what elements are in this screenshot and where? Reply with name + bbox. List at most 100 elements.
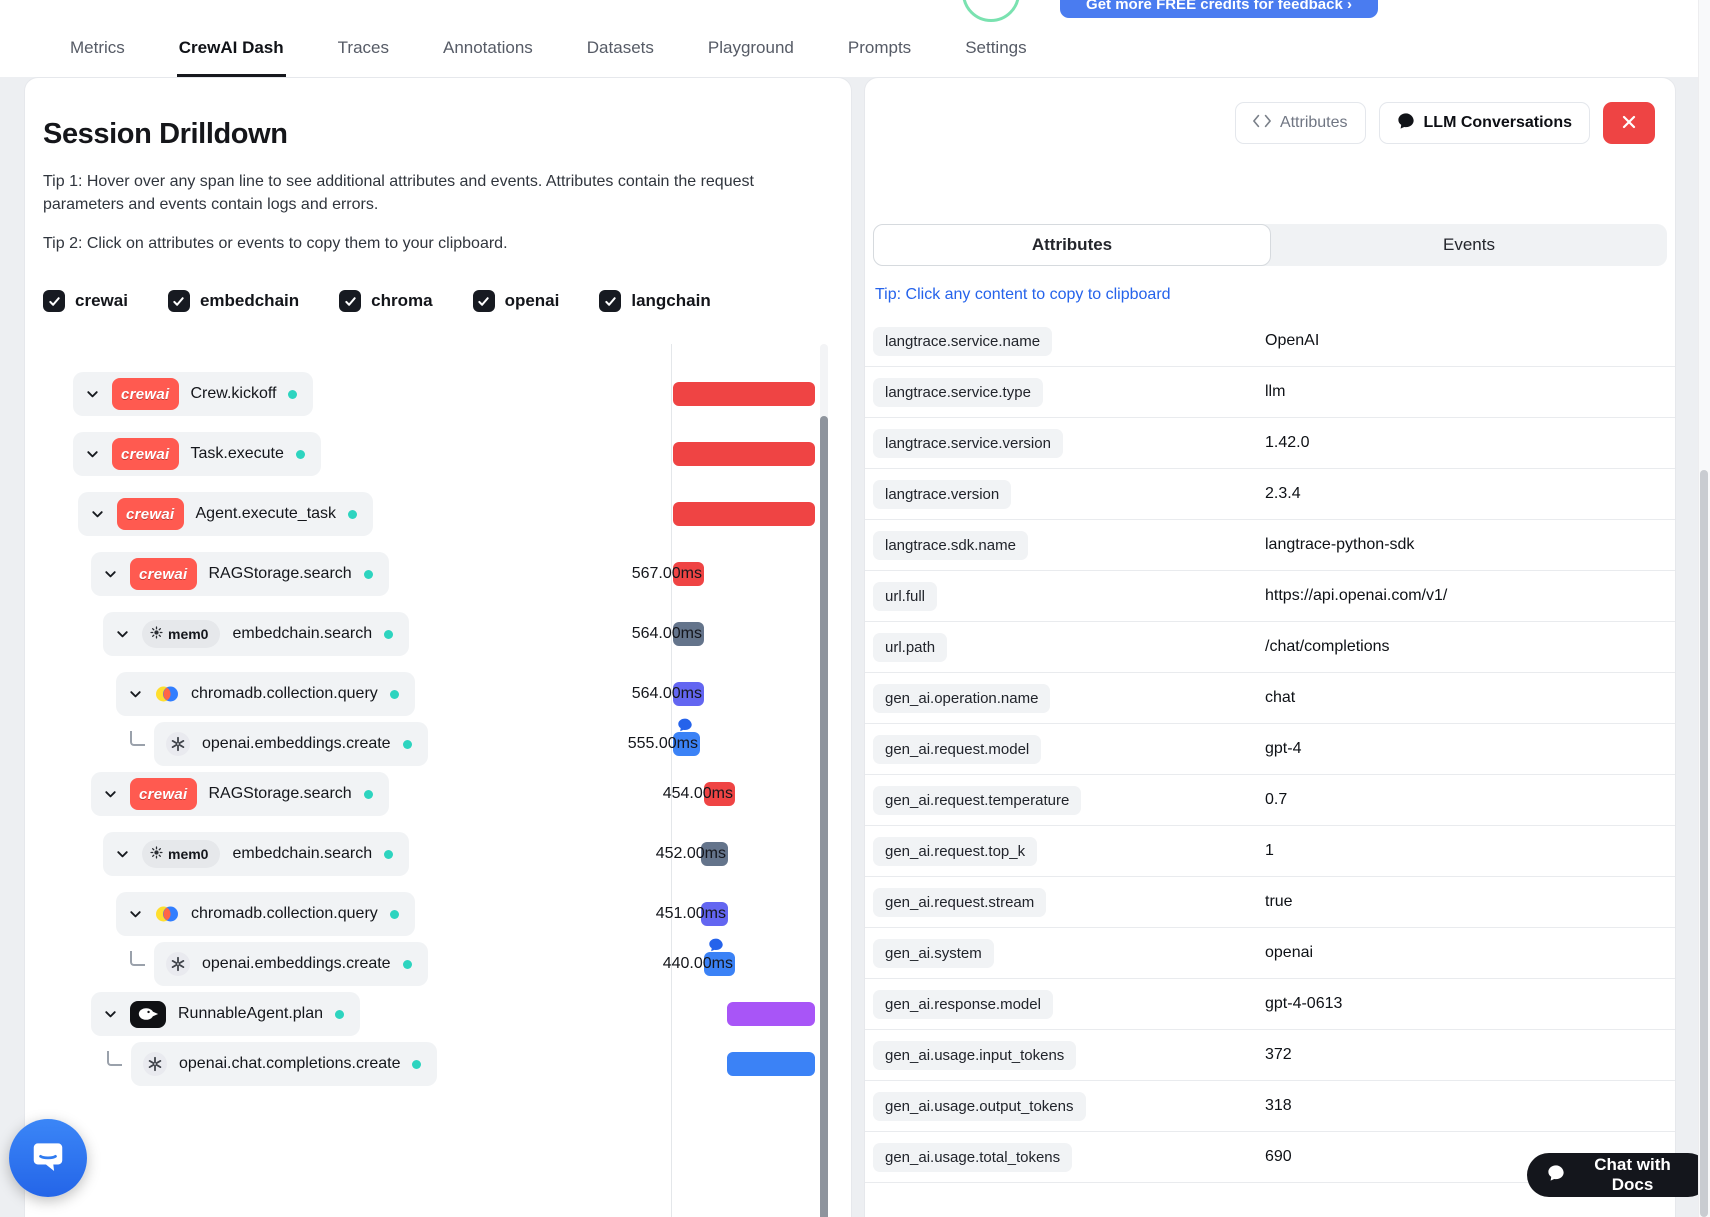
tree-scrollbar-thumb[interactable]: [820, 416, 828, 1217]
free-credits-button[interactable]: Get more FREE credits for feedback ›: [1060, 0, 1378, 18]
attribute-key[interactable]: langtrace.service.type: [873, 377, 1043, 407]
span-row[interactable]: openai.embeddings.create 440.00ms: [25, 938, 851, 987]
chevron-down-icon[interactable]: [115, 847, 130, 862]
chevron-down-icon[interactable]: [90, 507, 105, 522]
attribute-value[interactable]: langtrace-python-sdk: [1265, 536, 1415, 553]
window-scrollbar-thumb[interactable]: [1700, 470, 1708, 1217]
attribute-key[interactable]: gen_ai.usage.input_tokens: [873, 1040, 1077, 1070]
tab-events[interactable]: Events: [1443, 235, 1495, 254]
attribute-key[interactable]: gen_ai.usage.total_tokens: [873, 1142, 1073, 1172]
span-duration-bar[interactable]: [704, 782, 735, 807]
span-duration-bar[interactable]: [701, 902, 728, 927]
chevron-down-icon[interactable]: [103, 787, 118, 802]
span-row[interactable]: crewai RAGStorage.search 454.00ms: [25, 772, 851, 817]
span-duration-bar[interactable]: [673, 502, 815, 527]
chevron-down-icon[interactable]: [103, 567, 118, 582]
attribute-key[interactable]: url.path: [873, 632, 948, 662]
span-row[interactable]: chromadb.collection.query 564.00ms: [25, 672, 851, 717]
tab-crewai-dash[interactable]: CrewAI Dash: [176, 38, 286, 77]
span-duration-bar[interactable]: [727, 1002, 815, 1027]
attribute-value[interactable]: 0.7: [1265, 791, 1288, 808]
span-row[interactable]: crewai Crew.kickoff: [25, 372, 851, 417]
chevron-down-icon[interactable]: [128, 907, 143, 922]
span-duration-bar[interactable]: [673, 622, 704, 647]
attribute-value[interactable]: gpt-4: [1265, 740, 1302, 757]
close-button[interactable]: [1603, 102, 1655, 144]
filter-embedchain[interactable]: embedchain: [167, 290, 299, 313]
span-pill[interactable]: mem0 embedchain.search: [103, 612, 410, 657]
attribute-key[interactable]: gen_ai.request.stream: [873, 887, 1047, 917]
attribute-value[interactable]: llm: [1265, 383, 1286, 400]
span-row[interactable]: openai.embeddings.create 555.00ms: [25, 718, 851, 767]
span-pill[interactable]: openai.embeddings.create: [154, 722, 428, 767]
tab-prompts[interactable]: Prompts: [847, 38, 912, 57]
span-duration-bar[interactable]: [673, 562, 704, 587]
attribute-value[interactable]: 318: [1265, 1097, 1292, 1114]
span-duration-bar[interactable]: [673, 682, 704, 707]
span-pill[interactable]: crewai RAGStorage.search: [91, 552, 389, 597]
attribute-key[interactable]: langtrace.sdk.name: [873, 530, 1028, 560]
attribute-value[interactable]: 690: [1265, 1148, 1292, 1165]
span-duration-bar[interactable]: [727, 1052, 815, 1077]
filter-openai[interactable]: openai: [472, 290, 559, 313]
chat-widget-launcher[interactable]: [9, 1119, 87, 1197]
span-pill[interactable]: mem0 embedchain.search: [103, 832, 410, 877]
span-row[interactable]: crewai Task.execute: [25, 432, 851, 477]
attribute-value[interactable]: /chat/completions: [1265, 638, 1390, 655]
span-pill[interactable]: RunnableAgent.plan: [91, 992, 361, 1037]
tab-attributes[interactable]: Attributes: [873, 224, 1271, 266]
attribute-value[interactable]: 1: [1265, 842, 1274, 859]
checkbox-langchain[interactable]: [599, 290, 622, 313]
filter-crewai[interactable]: crewai: [43, 290, 128, 313]
checkbox-crewai[interactable]: [43, 290, 65, 313]
attribute-value[interactable]: gpt-4-0613: [1265, 995, 1343, 1012]
attribute-key[interactable]: gen_ai.request.top_k: [873, 836, 1038, 866]
checkbox-embedchain[interactable]: [167, 290, 190, 313]
span-row[interactable]: openai.chat.completions.create: [25, 1042, 851, 1087]
attribute-key[interactable]: langtrace.version: [873, 479, 1012, 509]
span-row[interactable]: mem0 embedchain.search 564.00ms: [25, 612, 851, 657]
chat-with-docs-button[interactable]: Chat with Docs: [1527, 1153, 1710, 1197]
span-pill[interactable]: crewai RAGStorage.search: [91, 772, 389, 817]
span-duration-bar[interactable]: [673, 382, 815, 407]
tab-settings[interactable]: Settings: [965, 38, 1027, 57]
span-pill[interactable]: chromadb.collection.query: [116, 672, 415, 717]
checkbox-openai[interactable]: [472, 290, 495, 313]
attribute-value[interactable]: true: [1265, 893, 1293, 910]
span-pill[interactable]: crewai Agent.execute_task: [78, 492, 374, 537]
attribute-key[interactable]: gen_ai.usage.output_tokens: [873, 1091, 1086, 1121]
span-duration-bar[interactable]: [704, 952, 735, 977]
tab-annotations[interactable]: Annotations: [442, 38, 533, 57]
span-row[interactable]: crewai RAGStorage.search 567.00ms: [25, 552, 851, 597]
attribute-key[interactable]: gen_ai.operation.name: [873, 683, 1051, 713]
attribute-key[interactable]: gen_ai.response.model: [873, 989, 1053, 1019]
span-duration-bar[interactable]: [673, 732, 700, 757]
attributes-button[interactable]: Attributes: [1234, 102, 1366, 144]
span-pill[interactable]: openai.chat.completions.create: [131, 1042, 438, 1087]
chevron-down-icon[interactable]: [128, 687, 143, 702]
tab-datasets[interactable]: Datasets: [586, 38, 654, 57]
attribute-key[interactable]: gen_ai.system: [873, 938, 994, 968]
tab-playground[interactable]: Playground: [707, 38, 794, 57]
chevron-down-icon[interactable]: [103, 1007, 118, 1022]
chevron-down-icon[interactable]: [85, 387, 100, 402]
attribute-value[interactable]: 2.3.4: [1265, 485, 1301, 502]
filter-langchain[interactable]: langchain: [599, 290, 711, 313]
attribute-key[interactable]: gen_ai.request.model: [873, 734, 1042, 764]
llm-conversations-button[interactable]: LLM Conversations: [1378, 102, 1590, 144]
attribute-value[interactable]: 1.42.0: [1265, 434, 1310, 451]
filter-chroma[interactable]: chroma: [339, 290, 433, 313]
attribute-key[interactable]: langtrace.service.version: [873, 428, 1063, 458]
span-row[interactable]: crewai Agent.execute_task: [25, 492, 851, 537]
span-duration-bar[interactable]: [673, 442, 815, 467]
attribute-value[interactable]: openai: [1265, 944, 1314, 961]
attribute-key[interactable]: url.full: [873, 581, 938, 611]
attribute-value[interactable]: 372: [1265, 1046, 1292, 1063]
checkbox-chroma[interactable]: [339, 290, 362, 313]
span-duration-bar[interactable]: [701, 842, 728, 867]
span-pill[interactable]: crewai Crew.kickoff: [73, 372, 314, 417]
chevron-down-icon[interactable]: [85, 447, 100, 462]
attribute-value[interactable]: OpenAI: [1265, 332, 1320, 349]
span-pill[interactable]: crewai Task.execute: [73, 432, 321, 477]
copy-tip-link[interactable]: Tip: Click any content to copy to clipbo…: [875, 286, 1171, 303]
